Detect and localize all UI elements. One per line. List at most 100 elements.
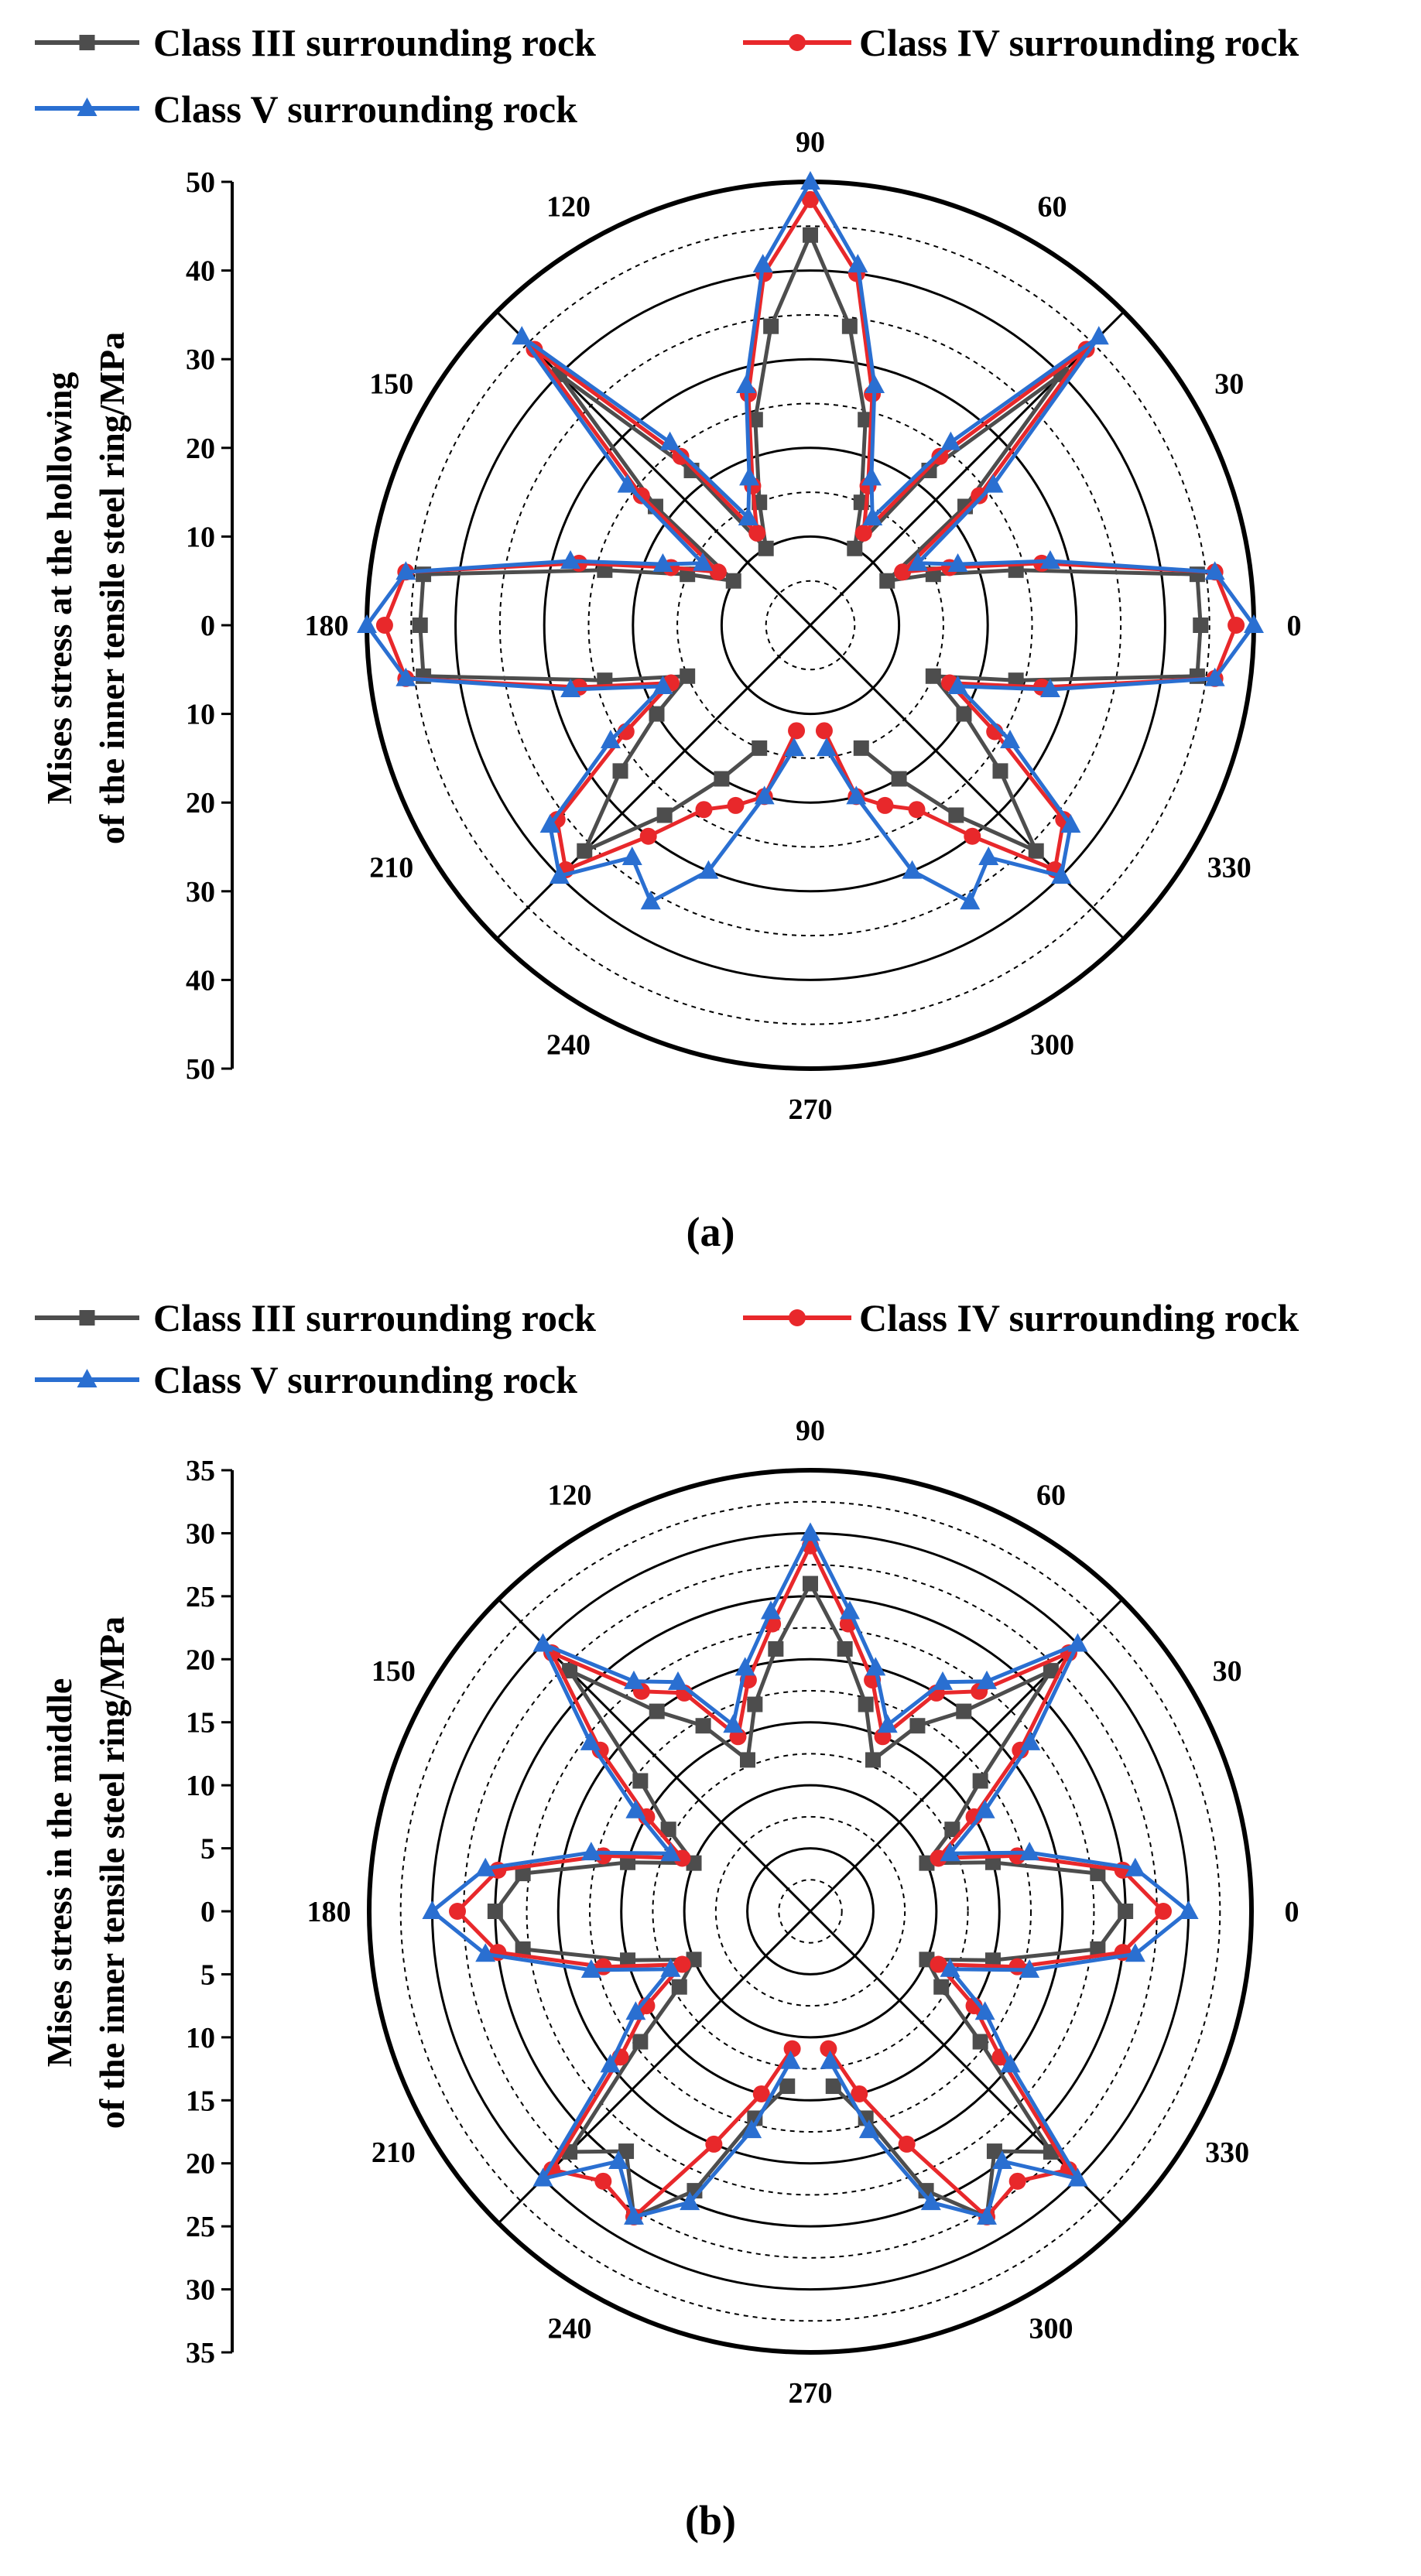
panel-b-class-iii-surrounding-rock-point: [768, 1640, 784, 1657]
panel-a-class-iii-surrounding-rock-point: [853, 740, 869, 756]
panel-a-class-v-surrounding-rock-point: [978, 847, 999, 866]
panel-b-class-v-surrounding-rock-point: [532, 1633, 553, 1652]
panel-b-class-iv-surrounding-rock-point: [1155, 1903, 1172, 1920]
panel-a-angle-label-300: 300: [1030, 1028, 1074, 1061]
panel-b-class-v-surrounding-rock-point: [723, 1714, 744, 1733]
panel-b-class-v-surrounding-rock-point: [940, 1842, 960, 1862]
panel-a-class-v-surrounding-rock-point: [865, 375, 885, 394]
panel-b-class-v-surrounding-rock-point: [858, 2119, 879, 2139]
panel-a-class-v-surrounding-rock-point: [738, 507, 758, 526]
panel-b-class-iii-surrounding-rock-point: [972, 1773, 988, 1789]
panel-a-angle-label-270: 270: [789, 1093, 833, 1126]
legend-b-class-v-label: Class V surrounding rock: [153, 1358, 577, 1401]
panel-a-class-iv-surrounding-rock-point: [788, 722, 806, 740]
panel-a-class-iv-surrounding-rock-point: [695, 801, 713, 819]
panel-a-class-iii-surrounding-rock-point: [879, 573, 895, 589]
panel-a-class-v-surrounding-rock-point: [907, 552, 928, 571]
panel-a-class-v-surrounding-rock-point: [621, 847, 642, 866]
panel-a-class-v-surrounding-rock-point: [652, 553, 673, 573]
panel-a-class-iv-surrounding-rock-line: [382, 198, 1238, 872]
panel-b-class-v-surrounding-rock-point: [1019, 1959, 1040, 1978]
panel-b-ylabel-line1: Mises stress in the middle: [39, 1678, 79, 2068]
panel-a-class-iv-surrounding-rock-point: [639, 827, 657, 845]
panel-a-class-v-surrounding-rock-point: [539, 814, 560, 833]
panel-a-class-iii-surrounding-rock-point: [847, 540, 863, 556]
panel-a-class-v-surrounding-rock-point: [902, 860, 923, 879]
panel-a-class-v-surrounding-rock-point: [816, 737, 837, 757]
panel-b-angle-label-60: 60: [1036, 1479, 1066, 1511]
panel-a-class-v-surrounding-rock-point: [1000, 729, 1021, 748]
panel-a-class-v-surrounding-rock-point: [640, 891, 661, 910]
panel-b-class-v-surrounding-rock-point: [660, 1958, 681, 1977]
panel-a-class-iv-surrounding-rock-point: [748, 524, 766, 542]
panel-b-class-iii-surrounding-rock-point: [944, 1822, 960, 1838]
panel-b-class-v-surrounding-rock-point: [475, 1857, 496, 1876]
panel-a-ylabel-line2: of the inner tensile steel ring/MPa: [92, 332, 132, 844]
panel-a-radial-tick-label: 50: [186, 166, 215, 199]
legend-b-class-v-surrounding-rock-marker: [77, 1369, 98, 1387]
panel-a-angle-label-210: 210: [369, 852, 413, 884]
panel-b-class-v-surrounding-rock-point: [991, 2150, 1012, 2170]
panel-b-radial-tick-label: 20: [186, 1644, 215, 1676]
panel-a-grid-ring: [543, 357, 1078, 893]
panel-b-class-v-surrounding-rock-point: [800, 1522, 820, 1541]
panel-a-class-iv-surrounding-rock-point: [802, 190, 819, 208]
panel-a-class-iii-surrounding-rock-point: [656, 807, 673, 823]
panel-b-class-v-surrounding-rock-point: [422, 1900, 443, 1919]
panel-a-class-v-surrounding-rock-point: [693, 552, 714, 571]
panel-b-class-v-surrounding-rock-point: [780, 2050, 801, 2069]
panel-a-class-iii-surrounding-rock-point: [577, 843, 593, 859]
panel-a-class-v-surrounding-rock-point: [960, 891, 981, 910]
legend-a-class-iii-label: Class III surrounding rock: [153, 21, 596, 64]
panel-a-radial-tick-label: 20: [186, 433, 215, 465]
panel-a-grid-ring: [720, 535, 901, 716]
panel-a-class-iii-surrounding-rock-point: [725, 573, 741, 589]
panel-a-radial-tick-label: 10: [186, 699, 215, 731]
panel-a-class-v-surrounding-rock-point: [754, 785, 775, 805]
panel-b-radial-tick-label: 10: [186, 2022, 215, 2054]
panel-b-class-v-surrounding-rock-point: [625, 1799, 646, 1818]
panel-b-class-v-surrounding-rock-point: [1178, 1900, 1199, 1919]
panel-b-class-v-surrounding-rock-point: [734, 1657, 755, 1676]
panel-a-angle-label-330: 330: [1207, 852, 1252, 884]
panel-b-class-iii-surrounding-rock-point: [972, 2034, 988, 2050]
panel-a-class-v-surrounding-rock-point: [659, 431, 680, 450]
panel-b-radial-tick-label: 35: [186, 1455, 215, 1487]
panel-a-class-v-surrounding-rock-point: [1088, 326, 1109, 345]
legend-a-class-iv-surrounding-rock-marker: [789, 34, 806, 51]
panel-a-class-iv-surrounding-rock-point: [894, 563, 912, 581]
panel-b-radial-tick-label: 35: [186, 2337, 215, 2369]
panel-b-spoke: [497, 1598, 1124, 2225]
panel-b-class-iii-surrounding-rock-point: [487, 1904, 503, 1919]
panel-b-class-iii-surrounding-rock-point: [1043, 1663, 1059, 1679]
panel-a-class-v-surrounding-rock-point: [846, 785, 867, 805]
panel-b-class-v-surrounding-rock-point: [877, 1714, 898, 1733]
panel-b-class-iv-surrounding-rock-point: [673, 1955, 691, 1973]
panel-a-grid-ring: [498, 313, 1122, 937]
panel-b-grid-ring: [556, 1657, 1064, 2165]
panel-a-class-iv-surrounding-rock-point: [876, 796, 894, 814]
panel-a-class-v-surrounding-rock-point: [549, 865, 570, 884]
panel-b: Mises stress in the middle of the inner …: [39, 1415, 1299, 2544]
panel-a-class-v-surrounding-rock-point: [1039, 679, 1060, 698]
panel-a-radial-tick-label: 40: [186, 964, 215, 997]
panel-a-class-v-surrounding-rock-point: [983, 474, 1004, 493]
legend-a-class-v-surrounding-rock-marker: [77, 97, 98, 116]
panel-b-class-v-surrounding-rock-point: [624, 2205, 644, 2225]
panel-a-grid-ring: [765, 580, 856, 671]
panel-b-class-v-surrounding-rock-point: [865, 1657, 886, 1676]
panel-a-class-iii-surrounding-rock-point: [956, 706, 972, 722]
panel-a-angle-label-150: 150: [369, 368, 413, 401]
panel-b-radial-tick-label: 20: [186, 2148, 215, 2181]
panel-b-class-iv-surrounding-rock-point: [820, 2040, 837, 2058]
panel-b-grid-ring: [746, 1847, 875, 1976]
panel-a-radial-tick-label: 20: [186, 787, 215, 819]
panel-a-class-iv-surrounding-rock-point: [815, 722, 833, 740]
panel-a-class-iv-surrounding-rock-point: [1077, 340, 1095, 358]
panel-b-angle-label-120: 120: [548, 1479, 592, 1511]
panel-b-class-iii-surrounding-rock-point: [660, 1822, 676, 1838]
panel-b-class-iii-surrounding-rock-point: [739, 1752, 755, 1768]
legend-a-class-iv-label: Class IV surrounding rock: [859, 21, 1299, 64]
panel-b-radial-tick-label: 0: [200, 1896, 215, 1928]
